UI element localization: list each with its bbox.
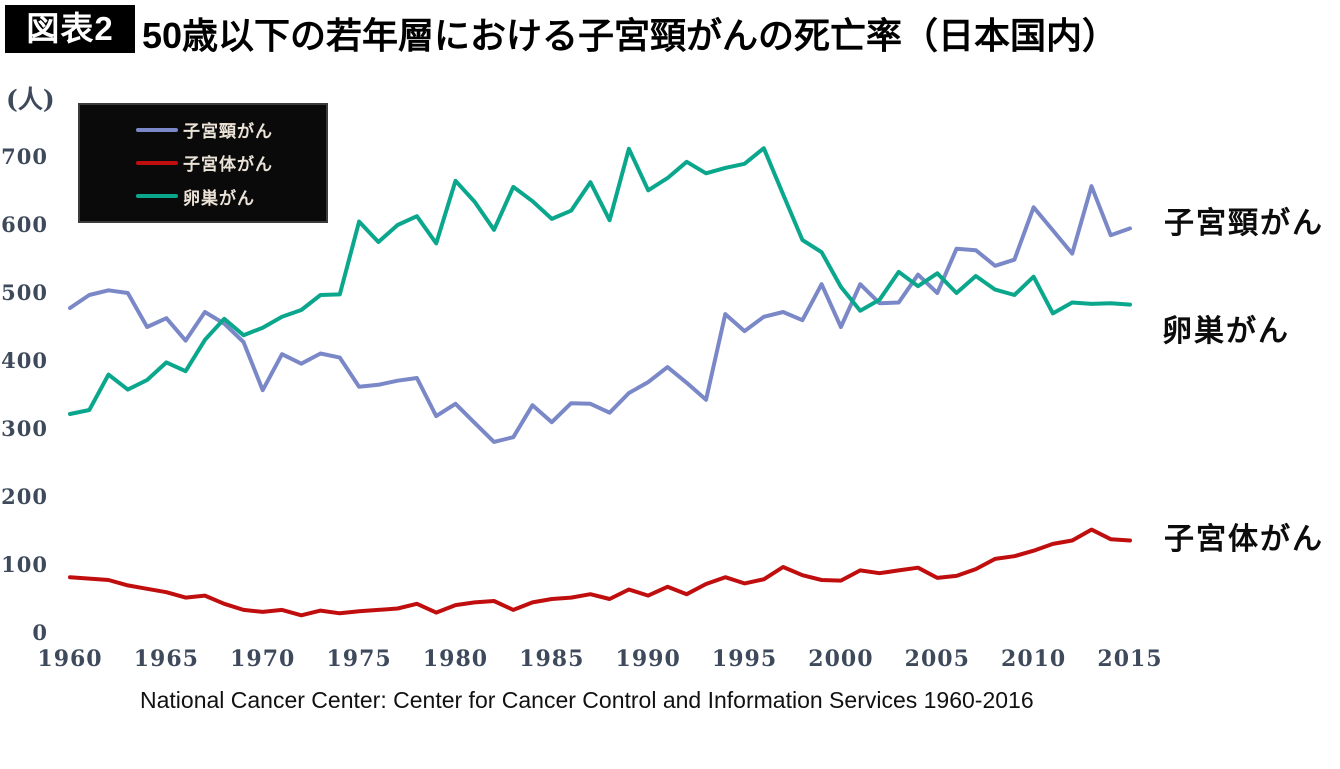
legend-label: 卵巣がん xyxy=(183,188,255,208)
y-axis-unit-label: (人) xyxy=(6,85,55,114)
y-tick-label-0: 0 xyxy=(32,620,48,645)
legend-label: 子宮頸がん xyxy=(183,122,273,142)
x-tick-label-2005: 2005 xyxy=(904,646,970,672)
x-tick-label-1975: 1975 xyxy=(326,646,392,672)
series-label-cervical: 子宮頸がん xyxy=(1164,207,1324,240)
y-tick-label-700: 700 xyxy=(1,144,48,169)
x-tick-label-1985: 1985 xyxy=(519,646,585,672)
legend-item-1: 子宮体がん xyxy=(136,150,322,175)
legend-label: 子宮体がん xyxy=(183,155,273,175)
series-line-1 xyxy=(68,527,1132,618)
series-label-ovarian: 卵巣がん xyxy=(1162,315,1290,348)
source-note: National Cancer Center: Center for Cance… xyxy=(140,687,1034,713)
x-tick-label-1965: 1965 xyxy=(133,646,199,672)
legend-swatch-icon xyxy=(136,127,178,132)
x-tick-label-2010: 2010 xyxy=(1001,646,1067,672)
y-tick-label-100: 100 xyxy=(1,552,48,577)
legend-swatch-icon xyxy=(136,194,178,199)
x-tick-label-1970: 1970 xyxy=(230,646,296,672)
x-tick-label-2015: 2015 xyxy=(1097,646,1163,672)
series-line-2 xyxy=(68,146,1132,416)
y-tick-label-500: 500 xyxy=(1,280,48,305)
y-tick-label-400: 400 xyxy=(1,348,48,373)
y-tick-label-300: 300 xyxy=(1,416,48,441)
y-tick-label-600: 600 xyxy=(1,212,48,237)
legend-item-2: 卵巣がん xyxy=(136,184,322,209)
y-tick-label-200: 200 xyxy=(1,484,48,509)
page-title: 50歳以下の若年層における子宮頸がんの死亡率（日本国内） xyxy=(142,15,1119,56)
x-tick-label-1960: 1960 xyxy=(37,646,103,672)
legend-item-0: 子宮頸がん xyxy=(136,117,322,142)
x-tick-label-1995: 1995 xyxy=(711,646,778,672)
series-label-corpus: 子宮体がん xyxy=(1164,523,1324,556)
legend: 子宮頸がん子宮体がん卵巣がん xyxy=(78,103,328,223)
series-line-0 xyxy=(68,184,1132,444)
x-tick-label-1990: 1990 xyxy=(615,646,681,672)
figure-number-chip: 図表2 xyxy=(5,5,135,53)
x-tick-label-2000: 2000 xyxy=(808,646,874,672)
legend-swatch-icon xyxy=(136,160,178,165)
x-tick-label-1980: 1980 xyxy=(422,646,489,672)
